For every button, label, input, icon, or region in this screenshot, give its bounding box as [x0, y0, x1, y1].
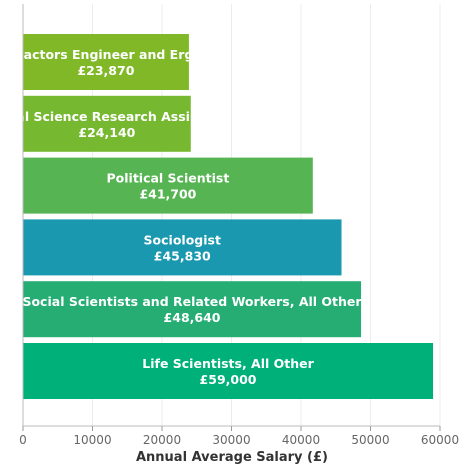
- x-tick-label: 10000: [73, 433, 111, 447]
- bar-category-label: Social Scientists and Related Workers, A…: [22, 294, 362, 309]
- bar-group: Sociologist£45,830: [23, 219, 342, 276]
- bar-value-label: £23,870: [77, 63, 134, 78]
- bar-category-label: Sociologist: [144, 232, 221, 247]
- bar-group: Life Scientists, All Other£59,000: [23, 343, 434, 399]
- x-tick-label: 20000: [143, 433, 181, 447]
- bar[interactable]: [23, 95, 191, 152]
- bar-value-label: £59,000: [200, 372, 257, 387]
- bar-category-label: Life Scientists, All Other: [142, 356, 314, 371]
- bar-group: Social Scientists and Related Workers, A…: [22, 281, 362, 338]
- x-tick-label: 30000: [212, 433, 250, 447]
- bar[interactable]: [23, 343, 434, 399]
- bar-value-label: £24,140: [78, 125, 135, 140]
- bar[interactable]: [23, 34, 189, 90]
- x-axis-title: Annual Average Salary (£): [136, 450, 328, 465]
- bar-value-label: £45,830: [154, 248, 211, 263]
- x-tick-label: 50000: [351, 433, 389, 447]
- bar-category-label: Social Science Research Assistant: [0, 109, 227, 124]
- bar-group: Social Science Research Assistant£24,140: [0, 95, 227, 152]
- bar-category-label: Political Scientist: [107, 171, 230, 186]
- bar-category-label: Human Factors Engineer and Ergonomist: [0, 47, 250, 62]
- bar-value-label: £48,640: [164, 310, 221, 325]
- x-tick-label: 0: [19, 433, 27, 447]
- bar-value-label: £41,700: [139, 187, 196, 202]
- bar-group: Political Scientist£41,700: [23, 157, 313, 214]
- bar-group: Human Factors Engineer and Ergonomist£23…: [0, 34, 250, 90]
- bar[interactable]: [23, 219, 342, 276]
- x-tick-label: 40000: [282, 433, 320, 447]
- bar[interactable]: [23, 157, 313, 214]
- axes-group: 0 10000 20000 30000 40000 50000 60000: [19, 4, 459, 447]
- bars-group: Human Factors Engineer and Ergonomist£23…: [0, 34, 434, 399]
- x-tick-label: 60000: [421, 433, 459, 447]
- bar[interactable]: [23, 281, 362, 338]
